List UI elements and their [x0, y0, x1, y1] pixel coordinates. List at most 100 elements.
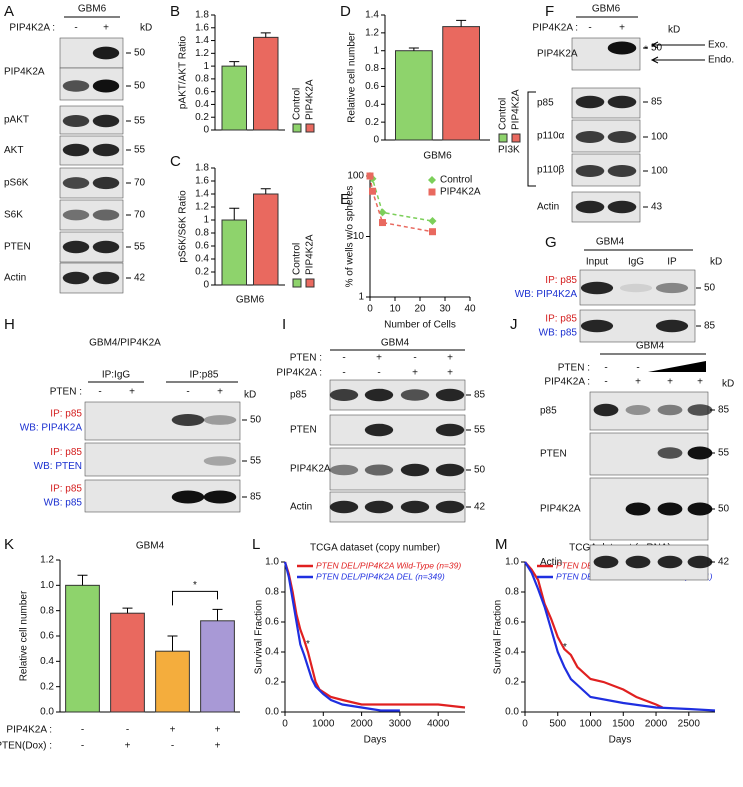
kd-marker: 85 [704, 321, 716, 332]
legend-swatch [305, 123, 315, 133]
band [625, 502, 651, 516]
y-tick-label: 0.0 [505, 707, 519, 718]
band [203, 415, 237, 425]
band [92, 143, 120, 157]
y-tick-label: 1.8 [195, 10, 209, 21]
condition-value: - [81, 725, 84, 736]
wb-label: WB: p85 [44, 498, 83, 509]
y-tick-label: 0.4 [505, 647, 519, 658]
star: * [644, 45, 648, 56]
x-axis-label: Number of Cells [384, 320, 456, 331]
band [687, 446, 713, 460]
protein-label: p85 [537, 98, 554, 109]
error-bar [167, 635, 178, 652]
legend-marker [428, 188, 436, 196]
y-tick-label: 1.2 [195, 202, 209, 213]
bar [200, 620, 235, 713]
band [625, 555, 651, 569]
x-tick-label: 0 [522, 719, 528, 730]
lane-label: IgG [628, 257, 644, 268]
band [62, 115, 90, 127]
band [657, 404, 683, 416]
error-bar [122, 607, 133, 614]
band [687, 404, 713, 416]
condition-name: PIP4K2A : [276, 368, 322, 379]
survival-curve [524, 561, 716, 712]
condition-name: PTEN(Dox) : [0, 741, 52, 752]
kd-marker: 42 [718, 557, 730, 568]
error-bar [408, 47, 419, 51]
y-tick-label: 0.2 [195, 112, 209, 123]
band [607, 165, 637, 177]
protein-label: PTEN [4, 242, 31, 253]
kd-marker: 55 [134, 145, 146, 156]
band [580, 281, 614, 295]
condition-value: + [217, 387, 223, 398]
y-axis-label: Relative cell number [347, 32, 358, 123]
x-tick-label: 1000 [579, 719, 602, 730]
band [62, 209, 90, 221]
protein-label: Actin [537, 202, 559, 213]
legend-swatch [292, 123, 302, 133]
kd-marker: 50 [718, 504, 730, 515]
kd-marker: 50 [250, 415, 262, 426]
y-tick-label: 0.6 [265, 617, 279, 628]
condition-name: PIP4K2A : [532, 23, 578, 34]
kd-marker: 85 [250, 492, 262, 503]
y-tick-label: 1 [203, 61, 209, 72]
band [625, 405, 651, 415]
kd-unit: kD [244, 390, 256, 401]
band [364, 423, 394, 437]
significance-bracket [172, 590, 218, 606]
protein-label: Actin [540, 557, 562, 568]
wb-label: WB: p85 [539, 328, 578, 339]
y-tick-label: 1.6 [195, 22, 209, 33]
y-tick-label: 0.8 [365, 63, 379, 74]
condition-value: - [81, 741, 84, 752]
y-tick-label: 0.4 [195, 99, 209, 110]
y-tick-label: 0.6 [505, 617, 519, 628]
condition-value: + [215, 725, 221, 736]
band [657, 555, 683, 569]
cell-line: GBM4 [636, 341, 665, 352]
x-tick-label: 2500 [678, 719, 701, 730]
kd-marker: 55 [134, 116, 146, 127]
y-tick-label: 1.4 [195, 35, 209, 46]
panel-letter: J [510, 316, 518, 333]
y-axis-label: pS6K/S6K Ratio [178, 190, 189, 263]
band [364, 500, 394, 514]
significance-mark: * [563, 642, 567, 653]
condition-value: - [74, 23, 77, 34]
arrow-label: Exo. [708, 40, 728, 51]
y-tick-label: 1 [203, 215, 209, 226]
band [364, 388, 394, 402]
x-axis-label: Days [364, 735, 387, 746]
band [329, 389, 359, 401]
lane-label: Input [586, 257, 608, 268]
y-tick-label: 0.8 [40, 605, 54, 616]
blot-strip [84, 442, 241, 477]
condition-name: PIP4K2A : [544, 377, 590, 388]
wb-label: WB: PIP4K2A [20, 423, 83, 434]
error-bar [456, 19, 467, 27]
x-tick-label: 2000 [350, 719, 373, 730]
band [62, 143, 90, 157]
condition-value: - [342, 353, 345, 364]
point [378, 208, 387, 217]
kd-unit: kD [668, 25, 680, 36]
protein-label: PIP4K2A [540, 504, 581, 515]
group-label: IP:p85 [190, 370, 219, 381]
survival-curve [283, 561, 400, 712]
legend-label: PIP4K2A [511, 89, 522, 130]
condition-value: + [125, 741, 131, 752]
legend-marker [428, 176, 436, 184]
bar [221, 65, 247, 131]
y-tick-label: 1.4 [195, 189, 209, 200]
band [92, 79, 120, 93]
kd-marker: 50 [134, 81, 146, 92]
bar [221, 219, 247, 286]
bar [155, 650, 190, 713]
y-tick-label: 1.2 [195, 48, 209, 59]
condition-value: + [619, 23, 625, 34]
kd-marker: 50 [134, 48, 146, 59]
